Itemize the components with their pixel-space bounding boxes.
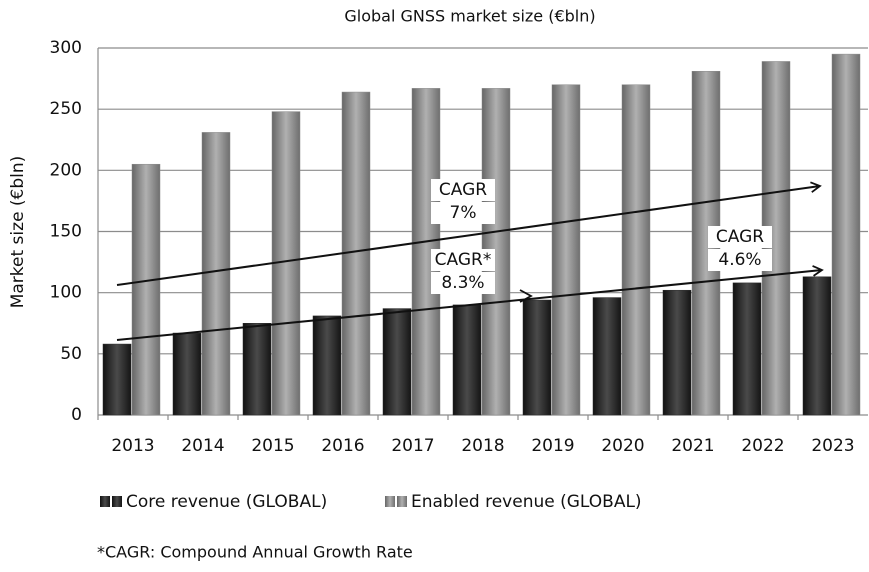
annotation-bg: [431, 272, 495, 294]
legend-swatch: [397, 496, 407, 507]
trend-arrowhead: [519, 289, 533, 303]
bar: [452, 304, 482, 416]
trend-arrow: [116, 265, 824, 341]
y-tick-label: 250: [50, 99, 82, 119]
annotation-bg: [431, 202, 495, 224]
legend-label: Core revenue (GLOBAL): [126, 492, 327, 512]
bar: [102, 343, 132, 416]
bar: [551, 84, 581, 416]
bar: [732, 282, 762, 416]
x-tick-label: 2017: [391, 436, 434, 456]
x-tick-label: 2021: [671, 436, 714, 456]
x-tick-label: 2015: [251, 436, 294, 456]
bar: [242, 323, 272, 416]
annotation: 7%: [450, 203, 477, 223]
bar: [201, 132, 231, 416]
x-tick-label: 2018: [461, 436, 504, 456]
annotation: 8.3%: [441, 273, 484, 293]
y-tick-label: 0: [71, 405, 82, 425]
y-axis-label: Market size (€bln): [8, 156, 28, 309]
bar: [662, 289, 692, 416]
y-tick-label: 150: [50, 222, 82, 242]
x-tick-label: 2020: [601, 436, 644, 456]
legend-label: Enabled revenue (GLOBAL): [411, 492, 642, 512]
annotation-bg: [708, 249, 772, 271]
x-tick-label: 2014: [181, 436, 224, 456]
bar: [382, 308, 412, 416]
annotation-bg: [431, 249, 495, 271]
x-tick-label: 2023: [811, 436, 854, 456]
y-tick-label: 100: [50, 283, 82, 303]
legend-swatch: [385, 496, 395, 507]
annotations: CAGR 7% CAGR* 8.3% CAGR 4.6%: [431, 179, 772, 294]
trend-arrow: [116, 181, 822, 286]
y-tick-label: 200: [50, 160, 82, 180]
legend-swatch: [100, 496, 110, 507]
x-tick-label: 2016: [321, 436, 364, 456]
bar: [312, 315, 342, 416]
chart-title: Global GNSS market size (€bln): [344, 7, 595, 26]
x-tick-label: 2022: [741, 436, 784, 456]
annotation: CAGR: [439, 180, 487, 200]
bar: [522, 299, 552, 416]
legend-swatch: [112, 496, 122, 507]
x-tick-label: 2013: [111, 436, 154, 456]
y-tick-label: 300: [50, 38, 82, 58]
bar: [172, 332, 202, 416]
bars: [102, 53, 861, 416]
annotation-bg: [431, 179, 495, 201]
x-tick-label: 2019: [531, 436, 574, 456]
footnote: *CAGR: Compound Annual Growth Rate: [97, 543, 413, 562]
annotation: CAGR: [716, 227, 764, 247]
annotation: 4.6%: [718, 250, 761, 270]
bar: [802, 276, 832, 416]
y-tick-label: 50: [60, 344, 82, 364]
bar: [621, 84, 651, 416]
bar: [592, 297, 622, 416]
annotation: CAGR*: [435, 250, 492, 270]
bar: [131, 163, 161, 416]
annotation-bg: [708, 226, 772, 248]
bar: [831, 53, 861, 416]
legend: Core revenue (GLOBAL) Enabled revenue (GL…: [100, 492, 642, 512]
